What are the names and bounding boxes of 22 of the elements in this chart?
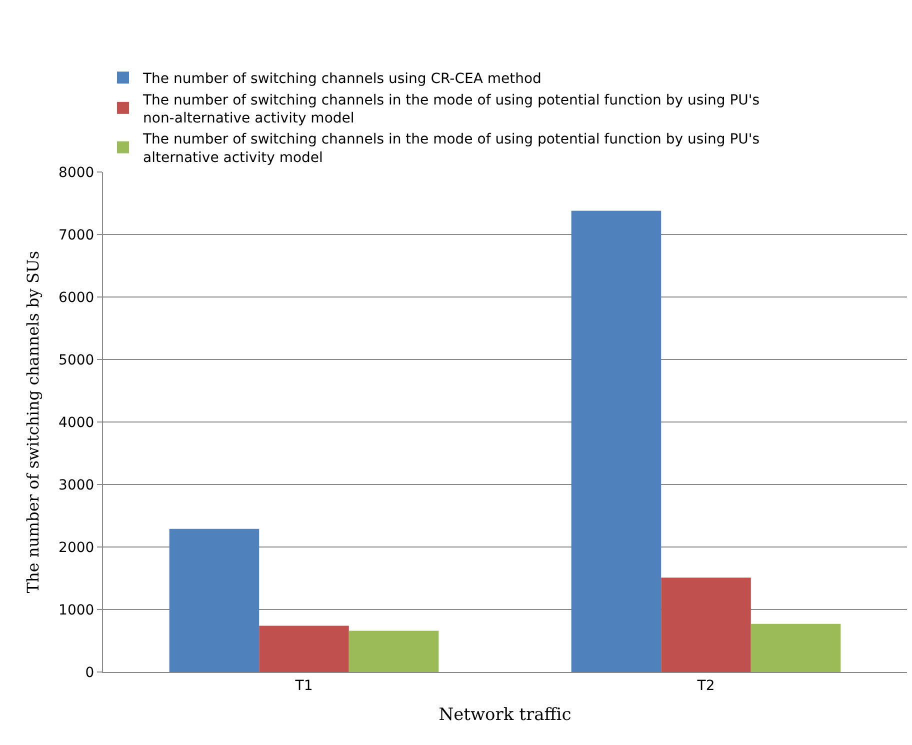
y-tick-label: 7000	[58, 227, 94, 244]
y-tick-label: 1000	[58, 602, 94, 618]
y-tick-label: 6000	[58, 290, 94, 306]
legend-label: The number of switching channels in the mode of using potential function by using PU's alternative activity model	[142, 132, 760, 166]
y-tick-label: 4000	[58, 414, 94, 431]
x-axis-title: Network traffic	[438, 705, 572, 726]
y-tick-label: 8000	[58, 164, 94, 181]
x-tick-label: T2	[696, 678, 715, 694]
y-tick-label: 0	[85, 664, 94, 681]
y-tick-label: 2000	[58, 540, 94, 556]
bar	[348, 630, 439, 672]
legend-label: The number of switching channels using CR-CEA method	[142, 71, 542, 88]
y-tick-label: 3000	[58, 477, 94, 494]
y-axis-title: The number of switching channels by SUs	[23, 250, 42, 594]
x-tick-label: T1	[294, 678, 313, 694]
bar	[661, 578, 751, 672]
bar	[571, 210, 662, 672]
bar	[750, 624, 841, 672]
bar	[259, 626, 349, 672]
bar	[169, 528, 260, 672]
y-tick-label: 5000	[58, 352, 94, 368]
legend-label: The number of switching channels in the mode of using potential function by using PU's non-alternative activity model	[142, 92, 760, 126]
